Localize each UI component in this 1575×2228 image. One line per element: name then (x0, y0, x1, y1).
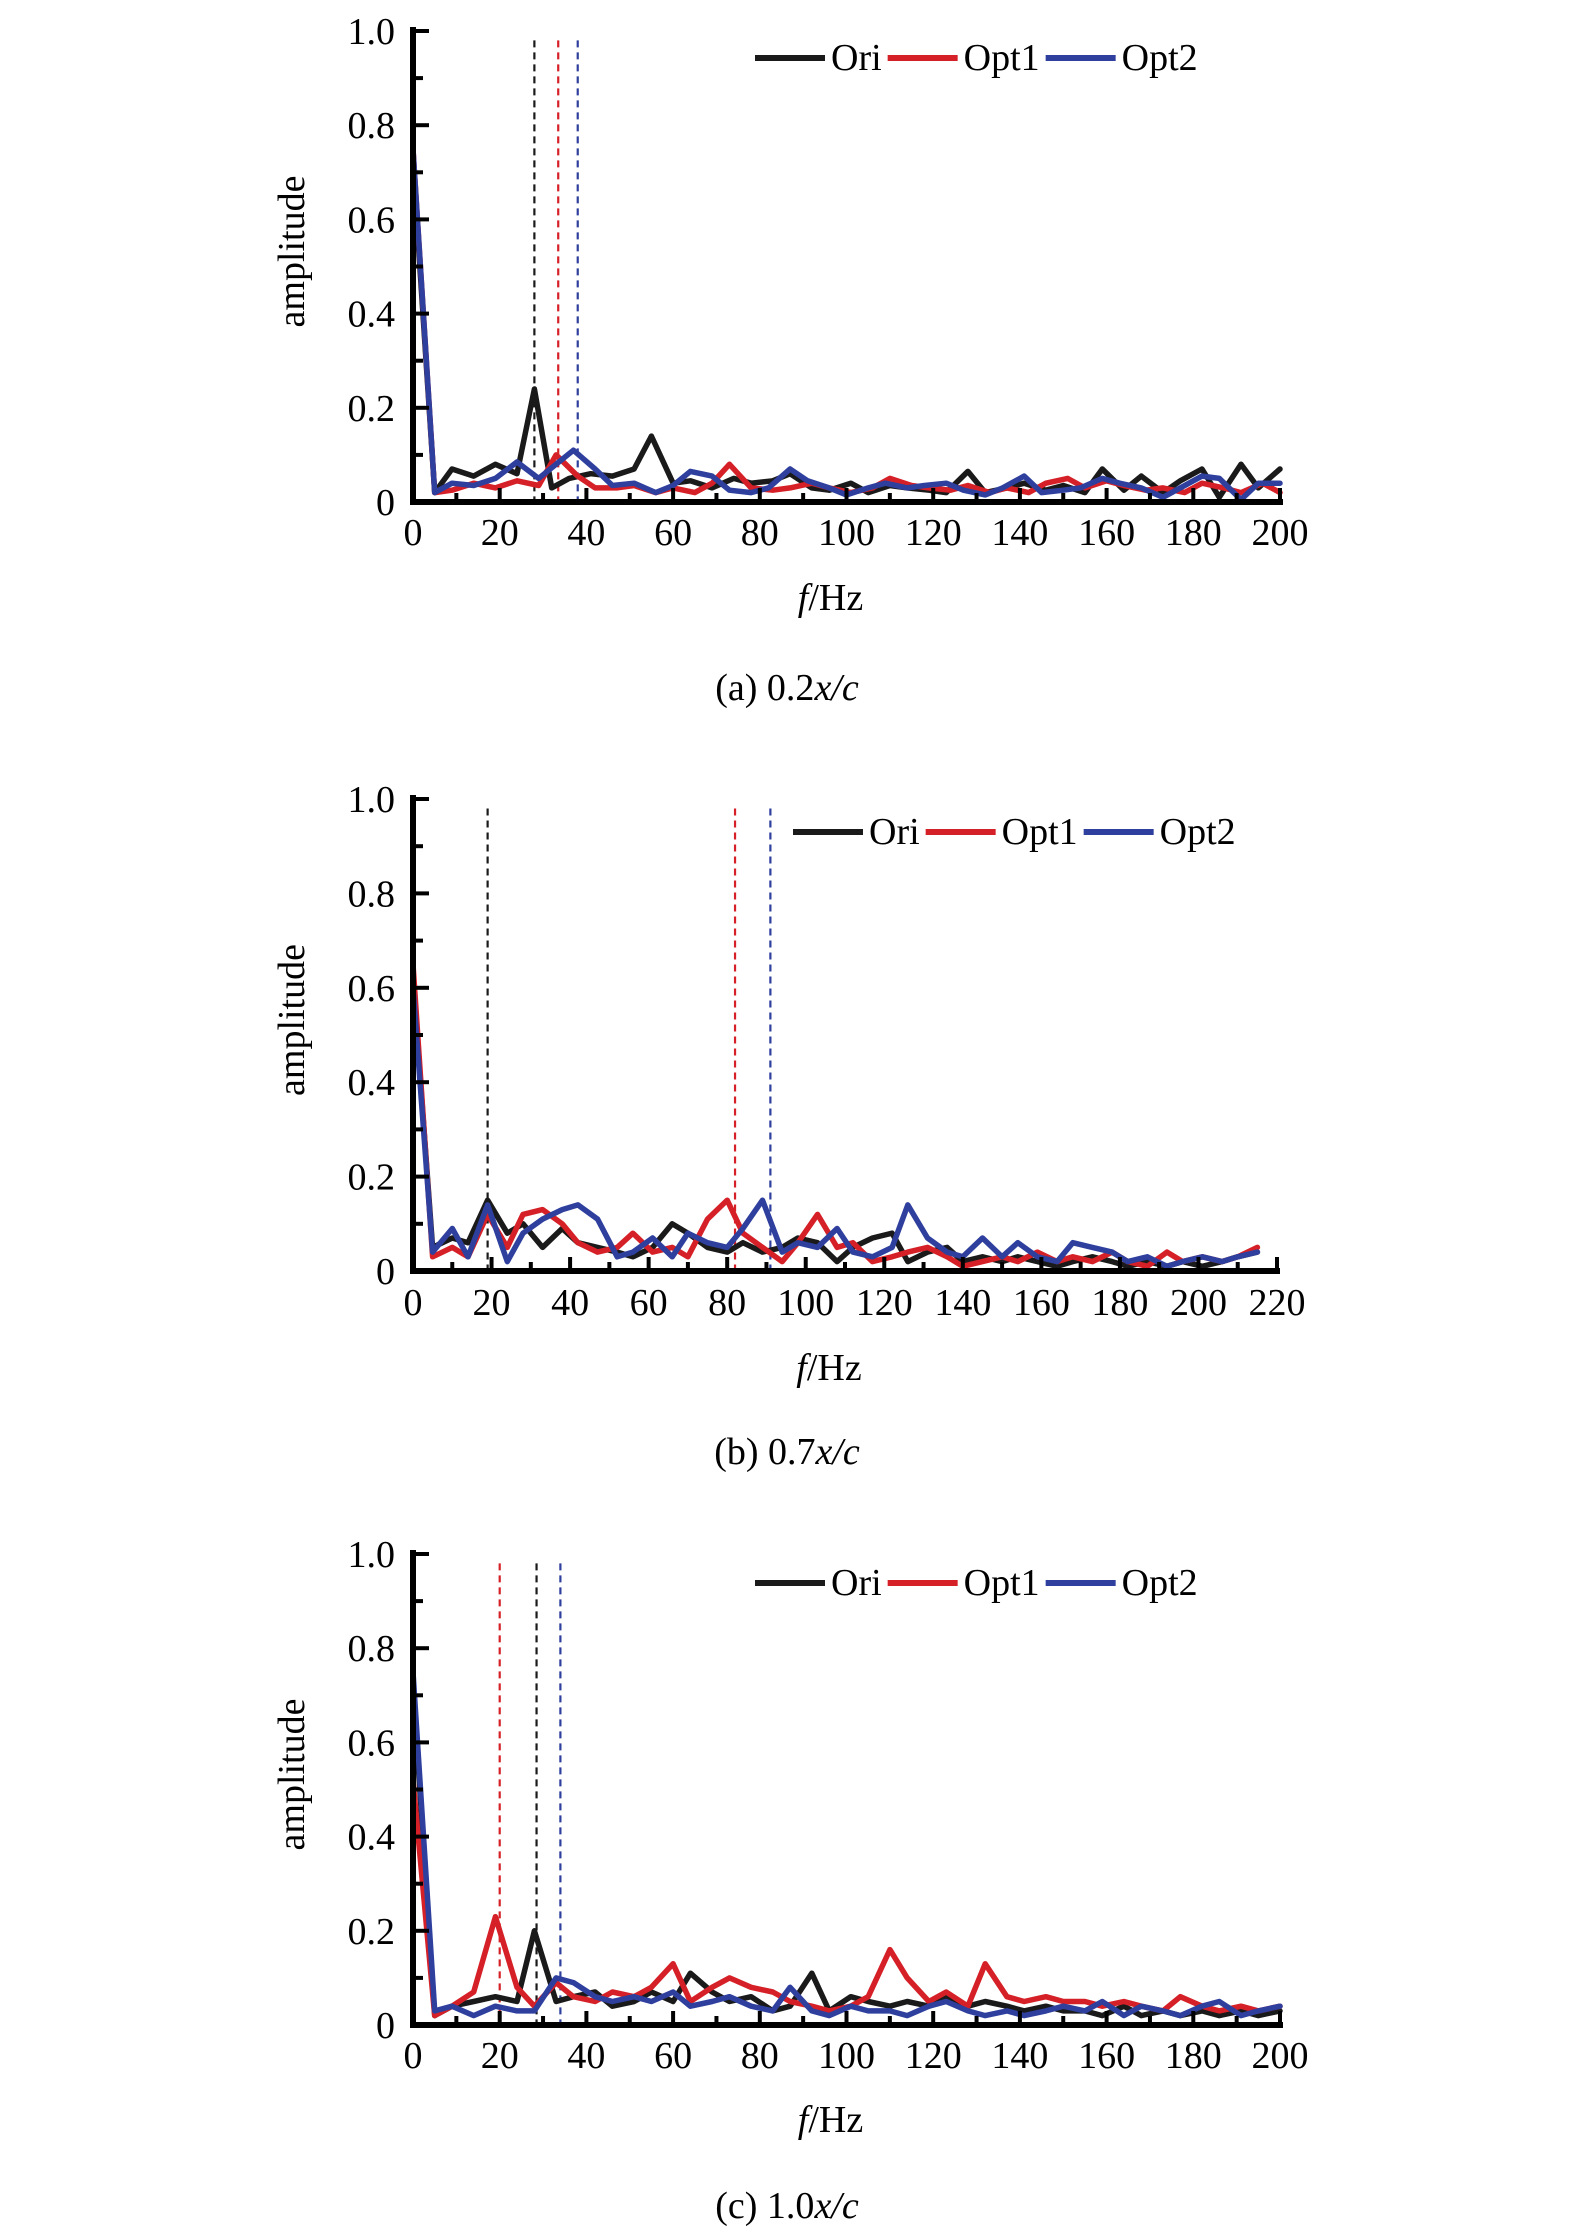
panel-caption-position: x/c (813, 667, 858, 709)
y-tick-label: 0.6 (348, 1722, 396, 1764)
panel-caption-label: (b) 0.7 (714, 1431, 815, 1473)
x-axis-title-unit: /Hz (807, 1347, 862, 1389)
legend-label-opt2: Opt2 (1122, 37, 1198, 79)
y-tick-label: 0.8 (348, 873, 396, 915)
x-tick-label: 140 (991, 2035, 1048, 2077)
x-axis-title: f/Hz (798, 577, 863, 619)
x-tick-label: 200 (1252, 2035, 1309, 2077)
x-tick-label: 100 (818, 2035, 875, 2077)
x-axis-title: f/Hz (798, 2099, 863, 2141)
y-tick-label: 0 (376, 482, 395, 524)
panel-caption-position: x/c (815, 1431, 860, 1473)
plot-a-svg: 0 0.2 0.4 0.6 0.8 1.0 0 20 40 60 80 100 120 140 160 180… (271, 11, 1309, 709)
x-tick-label: 100 (818, 512, 875, 554)
series-line-ori (410, 1683, 1283, 2019)
y-tick-label: 0 (376, 1251, 395, 1293)
x-tick-label: 120 (905, 512, 962, 554)
x-tick-label: 20 (481, 512, 519, 554)
x-tick-label: 0 (404, 2035, 423, 2077)
y-tick-label: 0.2 (348, 1157, 396, 1199)
x-tick-label: 220 (1249, 1282, 1306, 1324)
x-tick-label: 120 (856, 1282, 913, 1324)
y-tick-label: 0.4 (348, 1817, 396, 1859)
y-tick-label: 0.6 (348, 199, 396, 241)
x-tick-label: 140 (991, 512, 1048, 554)
x-tick-label: 160 (1078, 512, 1135, 554)
x-tick-label: 0 (404, 512, 423, 554)
series-line-opt2 (410, 1669, 1283, 2019)
x-tick-label: 200 (1170, 1282, 1227, 1324)
x-tick-label: 40 (551, 1282, 589, 1324)
y-tick-label: 0 (376, 2005, 395, 2047)
x-tick-label: 160 (1078, 2035, 1135, 2077)
x-tick-label: 20 (473, 1282, 511, 1324)
y-tick-label: 0.4 (348, 294, 396, 336)
x-tick-label: 80 (741, 2035, 779, 2077)
panel-caption: (c) 1.0x/c (715, 2185, 859, 2227)
x-tick-label: 60 (654, 2035, 692, 2077)
panel-caption-position: x/c (813, 2185, 858, 2227)
y-tick-label: 0.8 (348, 1628, 396, 1670)
legend-label-ori: Ori (831, 1562, 882, 1604)
x-tick-label: 80 (741, 512, 779, 554)
legend-label-ori: Ori (831, 37, 882, 79)
plot-c-svg: 0 0.2 0.4 0.6 0.8 1.0 0 20 40 60 80 100 120 140 160 180… (271, 1534, 1309, 2227)
legend-label-opt2: Opt2 (1160, 811, 1236, 853)
y-tick-label: 0.6 (348, 968, 396, 1010)
x-tick-label: 20 (481, 2035, 519, 2077)
legend-label-opt1: Opt1 (964, 37, 1040, 79)
y-axis-title: amplitude (271, 944, 313, 1096)
legend-label-opt1: Opt1 (964, 1562, 1040, 1604)
legend: Ori Opt1 Opt2 (755, 37, 1198, 79)
legend: Ori Opt1 Opt2 (793, 811, 1236, 853)
x-axis-title: f/Hz (796, 1347, 861, 1389)
y-tick-label: 0.4 (348, 1062, 396, 1104)
x-tick-label: 40 (567, 2035, 605, 2077)
panel-caption-label: (a) 0.2 (715, 667, 814, 709)
y-axis-title: amplitude (271, 176, 313, 328)
y-tick-label: 1.0 (348, 779, 396, 821)
x-tick-label: 180 (1091, 1282, 1148, 1324)
y-tick-label: 0.2 (348, 388, 396, 430)
x-tick-label: 180 (1165, 512, 1222, 554)
y-tick-label: 0.2 (348, 1911, 396, 1953)
legend-label-ori: Ori (869, 811, 920, 853)
panel-caption: (b) 0.7x/c (714, 1431, 860, 1473)
series-line-ori (410, 160, 1283, 501)
x-tick-label: 100 (777, 1282, 834, 1324)
x-tick-label: 0 (404, 1282, 423, 1324)
x-tick-label: 60 (630, 1282, 668, 1324)
x-tick-label: 120 (905, 2035, 962, 2077)
y-tick-label: 1.0 (348, 11, 396, 53)
series-line-ori (410, 975, 1261, 1270)
x-axis-title-unit: /Hz (808, 2099, 863, 2141)
panel-caption: (a) 0.2x/c (715, 667, 859, 709)
y-tick-label: 0.8 (348, 105, 396, 147)
series-line-opt2 (410, 985, 1261, 1270)
x-tick-label: 60 (654, 512, 692, 554)
panel-caption-label: (c) 1.0 (715, 2185, 814, 2227)
legend-label-opt1: Opt1 (1002, 811, 1078, 853)
x-tick-label: 40 (567, 512, 605, 554)
legend-label-opt2: Opt2 (1122, 1562, 1198, 1604)
x-tick-label: 140 (934, 1282, 991, 1324)
x-tick-label: 160 (1013, 1282, 1070, 1324)
y-tick-label: 1.0 (348, 1534, 396, 1576)
x-tick-label: 200 (1252, 512, 1309, 554)
y-axis-title: amplitude (271, 1699, 313, 1851)
x-tick-label: 180 (1165, 2035, 1222, 2077)
x-tick-label: 80 (708, 1282, 746, 1324)
plot-b-svg: 0 0.2 0.4 0.6 0.8 1.0 0 20 40 60 80 100 120 140 160 180… (271, 779, 1306, 1473)
legend: Ori Opt1 Opt2 (755, 1562, 1198, 1604)
x-axis-title-unit: /Hz (808, 577, 863, 619)
series-line-opt1 (410, 1777, 1283, 2019)
